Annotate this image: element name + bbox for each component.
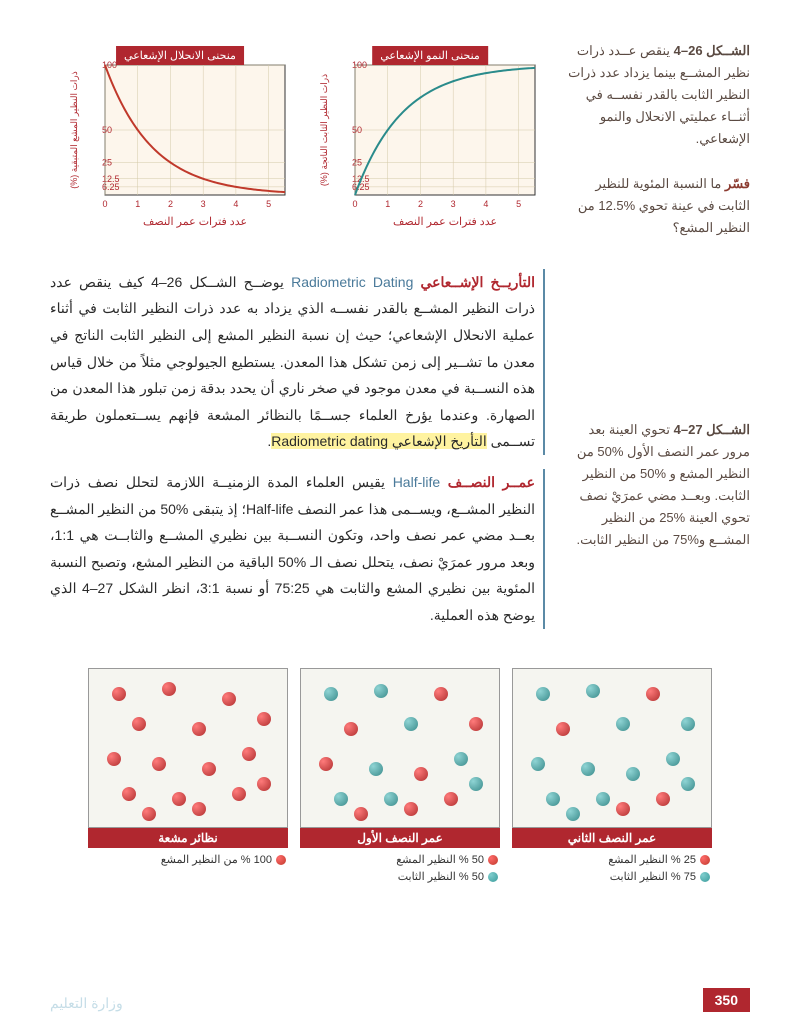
fig27-label: الشــكل 27–4 <box>674 422 750 437</box>
red-dot-icon <box>276 855 286 865</box>
fig26-text: ينقص عــدد ذرات نظير المشــع بينما يزداد… <box>568 43 750 146</box>
svg-text:3: 3 <box>451 199 456 209</box>
box3-legend: 25 % النظير المشع 75 % النظير الثابت <box>512 848 712 891</box>
body-text: التأريــخ الإشــعاعي Radiometric Dating … <box>50 269 545 643</box>
svg-text:1: 1 <box>135 199 140 209</box>
teal-dot-icon <box>488 872 498 882</box>
figure27-caption: الشــكل 27–4 تحوي العينة بعد مرور عمر ال… <box>565 269 750 643</box>
box3-title: عمر النصف الثاني <box>512 828 712 848</box>
svg-text:5: 5 <box>516 199 521 209</box>
box1: نظائر مشعة 100 % من النظير المشع <box>88 668 288 891</box>
para1-hl: التأريخ الإشعاعي Radiometric dating <box>271 433 487 449</box>
svg-text:4: 4 <box>233 199 238 209</box>
svg-text:5: 5 <box>266 199 271 209</box>
para2-text: يقيس العلماء المدة الزمنيــة اللازمة لتح… <box>50 474 535 623</box>
particle-diagrams: عمر النصف الثاني 25 % النظير المشع 75 % … <box>50 668 750 891</box>
box3: عمر النصف الثاني 25 % النظير المشع 75 % … <box>512 668 712 891</box>
box1-frame <box>88 668 288 828</box>
svg-text:50: 50 <box>102 125 112 135</box>
svg-text:عدد فترات عمر النصف: عدد فترات عمر النصف <box>143 216 247 228</box>
fig27-text: تحوي العينة بعد مرور عمر النصف الأول %50… <box>576 422 750 547</box>
chart2-title: منحنى النمو الإشعاعي <box>372 46 488 65</box>
svg-text:50: 50 <box>352 125 362 135</box>
svg-text:0: 0 <box>102 199 107 209</box>
watermark: وزارة التعليم <box>50 995 123 1012</box>
red-dot-icon <box>488 855 498 865</box>
chart2-svg: 6.2512.52550100012345عدد فترات عمر النصف… <box>315 40 545 230</box>
svg-text:عدد فترات عمر النصف: عدد فترات عمر النصف <box>393 216 497 228</box>
charts-row: منحنى النمو الإشعاعي 6.2512.525501000123… <box>50 40 545 239</box>
box3-frame <box>512 668 712 828</box>
svg-text:2: 2 <box>168 199 173 209</box>
decay-chart: منحنى الانحلال الإشعاعي 6.2512.525501000… <box>65 40 295 239</box>
chart1-svg: 6.2512.52550100012345عدد فترات عمر النصف… <box>65 40 295 230</box>
svg-text:3: 3 <box>201 199 206 209</box>
svg-text:1: 1 <box>385 199 390 209</box>
box1-legend: 100 % من النظير المشع <box>88 848 288 874</box>
para1-text: يوضــح الشــكل 26–4 كيف ينقص عدد ذرات ال… <box>50 274 535 450</box>
top-figure-section: الشــكل 26–4 ينقص عــدد ذرات نظير المشــ… <box>50 40 750 239</box>
red-dot-icon <box>700 855 710 865</box>
fig26-qlabel: فسّر <box>725 176 750 191</box>
teal-dot-icon <box>700 872 710 882</box>
svg-text:100: 100 <box>352 60 367 70</box>
para2-term-en: Half-life <box>393 474 440 490</box>
middle-text-section: الشــكل 27–4 تحوي العينة بعد مرور عمر ال… <box>50 269 750 643</box>
figure26-caption: الشــكل 26–4 ينقص عــدد ذرات نظير المشــ… <box>565 40 750 239</box>
page-number: 350 <box>703 988 750 1012</box>
box2-title: عمر النصف الأول <box>300 828 500 848</box>
fig26-label: الشــكل 26–4 <box>674 43 750 58</box>
para2-term-ar: عمــر النصــف <box>448 474 535 490</box>
growth-chart: منحنى النمو الإشعاعي 6.2512.525501000123… <box>315 40 545 239</box>
svg-text:ذرات النظير المشع المتبقية (%): ذرات النظير المشع المتبقية (%) <box>69 71 80 189</box>
para2: عمــر النصــف Half-life يقيس العلماء الم… <box>50 469 545 629</box>
svg-text:25: 25 <box>352 158 362 168</box>
svg-text:100: 100 <box>102 60 117 70</box>
svg-text:ذرات النظير الثابت الناتجة (%): ذرات النظير الثابت الناتجة (%) <box>319 74 330 186</box>
para1-term-ar: التأريــخ الإشــعاعي <box>421 274 536 290</box>
svg-text:25: 25 <box>102 158 112 168</box>
box2-frame <box>300 668 500 828</box>
box2: عمر النصف الأول 50 % النظير المشع 50 % ا… <box>300 668 500 891</box>
box1-title: نظائر مشعة <box>88 828 288 848</box>
svg-text:0: 0 <box>352 199 357 209</box>
para1: التأريــخ الإشــعاعي Radiometric Dating … <box>50 269 545 455</box>
chart1-title: منحنى الانحلال الإشعاعي <box>116 46 244 65</box>
svg-text:2: 2 <box>418 199 423 209</box>
svg-text:12.5: 12.5 <box>102 174 120 184</box>
box2-legend: 50 % النظير المشع 50 % النظير الثابت <box>300 848 500 891</box>
svg-text:4: 4 <box>483 199 488 209</box>
para1-term-en: Radiometric Dating <box>291 274 413 290</box>
